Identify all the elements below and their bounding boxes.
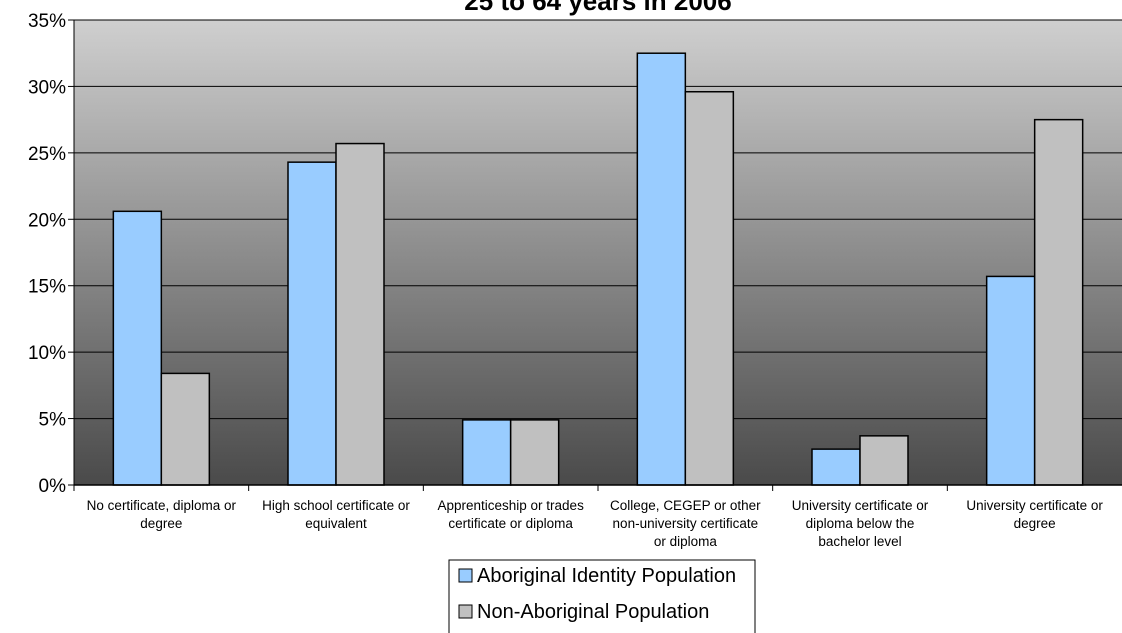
bar-aboriginal (112, 210, 163, 486)
x-category-label: diploma below the (806, 516, 915, 531)
legend: Aboriginal Identity Population Non-Aborig… (448, 559, 756, 633)
x-axis: No certificate, diploma or degree High sch… (73, 484, 1122, 549)
x-category-label: degree (140, 516, 182, 531)
legend-label: Non-Aboriginal Population (477, 601, 709, 623)
bar-aboriginal (287, 161, 337, 486)
x-category-label: non-university certificate (613, 516, 759, 531)
y-tick-label: 25% (28, 144, 66, 165)
y-tick-label: 5% (39, 410, 67, 431)
x-category-label: Apprenticeship or trades (437, 498, 584, 513)
y-tick-label: 10% (28, 343, 66, 364)
legend-box (448, 559, 756, 633)
x-category-label: University certificate or (792, 498, 929, 513)
bar-aboriginal (985, 275, 1036, 486)
bars (112, 52, 1084, 486)
y-tick-label: 35% (28, 11, 66, 32)
y-tick-label: 20% (28, 210, 66, 231)
x-category-label: University certificate or (966, 498, 1103, 513)
bar-aboriginal (811, 448, 861, 486)
bar-non-aboriginal (684, 90, 735, 486)
x-category-label: High school certificate or (262, 498, 410, 513)
x-category-label: degree (1014, 516, 1056, 531)
bar-non-aboriginal (335, 142, 385, 486)
bar-non-aboriginal (160, 372, 211, 486)
plot-area (74, 20, 1122, 485)
y-axis: 0% 5% 10% 15% 20% 25% 30% 35% (28, 11, 75, 497)
legend-label: Aboriginal Identity Population (477, 565, 736, 587)
y-tick-label: 30% (28, 77, 66, 98)
legend-swatch (458, 568, 473, 583)
bar-aboriginal (461, 419, 512, 486)
grid-lines (74, 19, 1122, 486)
x-category-label: equivalent (305, 516, 367, 531)
bar-non-aboriginal (509, 419, 560, 486)
x-category-label: bachelor level (818, 534, 901, 549)
bar-non-aboriginal (1033, 118, 1084, 486)
x-category-label: certificate or diploma (448, 516, 573, 531)
bar-non-aboriginal (859, 435, 909, 486)
legend-swatch (458, 604, 473, 619)
y-tick-label: 15% (28, 277, 66, 298)
x-category-label: or diploma (654, 534, 718, 549)
chart-title: 25 to 64 years in 2006 (464, 0, 731, 16)
bar-aboriginal (636, 52, 687, 486)
y-tick-label: 0% (39, 476, 67, 497)
x-category-label: College, CEGEP or other (610, 498, 761, 513)
x-category-label: No certificate, diploma or (87, 498, 237, 513)
